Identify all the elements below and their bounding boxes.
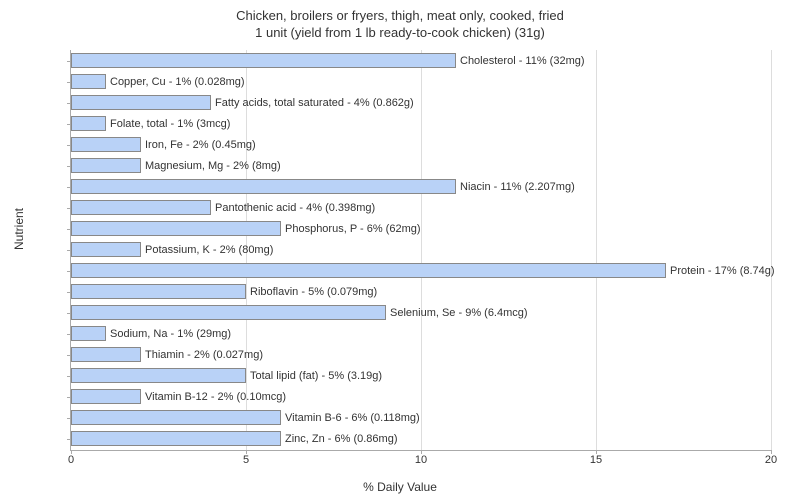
bar-label: Copper, Cu - 1% (0.028mg) — [110, 76, 245, 88]
bar — [71, 410, 281, 425]
y-axis-label: Nutrient — [12, 208, 26, 250]
bar-row: Zinc, Zn - 6% (0.86mg) — [71, 431, 397, 446]
bar-row: Iron, Fe - 2% (0.45mg) — [71, 137, 256, 152]
bar — [71, 53, 456, 68]
bar-row: Sodium, Na - 1% (29mg) — [71, 326, 231, 341]
x-tick-label: 15 — [590, 454, 602, 466]
x-axis-label: % Daily Value — [0, 480, 800, 494]
y-tick-mark — [67, 124, 71, 125]
y-tick-mark — [67, 166, 71, 167]
bar-row: Selenium, Se - 9% (6.4mcg) — [71, 305, 528, 320]
y-tick-mark — [67, 292, 71, 293]
bar — [71, 116, 106, 131]
bar — [71, 74, 106, 89]
y-tick-mark — [67, 418, 71, 419]
bar — [71, 158, 141, 173]
bar-label: Potassium, K - 2% (80mg) — [145, 244, 273, 256]
bar — [71, 305, 386, 320]
y-tick-mark — [67, 145, 71, 146]
bar-label: Iron, Fe - 2% (0.45mg) — [145, 139, 256, 151]
y-tick-mark — [67, 355, 71, 356]
y-tick-mark — [67, 271, 71, 272]
bar-row: Phosphorus, P - 6% (62mg) — [71, 221, 421, 236]
bar-label: Phosphorus, P - 6% (62mg) — [285, 223, 421, 235]
x-tick-label: 0 — [68, 454, 74, 466]
bar — [71, 95, 211, 110]
bar-label: Magnesium, Mg - 2% (8mg) — [145, 160, 281, 172]
bar — [71, 347, 141, 362]
bar-row: Fatty acids, total saturated - 4% (0.862… — [71, 95, 414, 110]
bar-label: Vitamin B-12 - 2% (0.10mcg) — [145, 391, 286, 403]
bar-row: Thiamin - 2% (0.027mg) — [71, 347, 263, 362]
bar-row: Cholesterol - 11% (32mg) — [71, 53, 585, 68]
bar-label: Vitamin B-6 - 6% (0.118mg) — [285, 412, 420, 424]
gridline — [771, 50, 772, 450]
bar-label: Protein - 17% (8.74g) — [670, 265, 775, 277]
bar-label: Riboflavin - 5% (0.079mg) — [250, 286, 377, 298]
bar-row: Total lipid (fat) - 5% (3.19g) — [71, 368, 382, 383]
bar — [71, 221, 281, 236]
bar-label: Thiamin - 2% (0.027mg) — [145, 349, 263, 361]
bar-label: Niacin - 11% (2.207mg) — [460, 181, 575, 193]
x-tick-label: 5 — [243, 454, 249, 466]
y-tick-mark — [67, 82, 71, 83]
bar-label: Total lipid (fat) - 5% (3.19g) — [250, 370, 382, 382]
bar-label: Zinc, Zn - 6% (0.86mg) — [285, 433, 397, 445]
y-tick-mark — [67, 103, 71, 104]
bar-row: Protein - 17% (8.74g) — [71, 263, 775, 278]
bar-row: Vitamin B-6 - 6% (0.118mg) — [71, 410, 420, 425]
bar — [71, 326, 106, 341]
bar-row: Niacin - 11% (2.207mg) — [71, 179, 575, 194]
bar — [71, 368, 246, 383]
bar — [71, 263, 666, 278]
bar — [71, 200, 211, 215]
bar — [71, 179, 456, 194]
bar-label: Pantothenic acid - 4% (0.398mg) — [215, 202, 375, 214]
x-tick-label: 10 — [415, 454, 427, 466]
y-tick-mark — [67, 187, 71, 188]
y-tick-mark — [67, 229, 71, 230]
bar — [71, 389, 141, 404]
bar-label: Fatty acids, total saturated - 4% (0.862… — [215, 97, 414, 109]
y-tick-mark — [67, 61, 71, 62]
bar-label: Cholesterol - 11% (32mg) — [460, 55, 585, 67]
bar-label: Folate, total - 1% (3mcg) — [110, 118, 230, 130]
plot-area: 05101520Cholesterol - 11% (32mg)Copper, … — [70, 50, 771, 451]
x-tick-label: 20 — [765, 454, 777, 466]
y-tick-mark — [67, 250, 71, 251]
chart-container: Chicken, broilers or fryers, thigh, meat… — [0, 0, 800, 500]
bar-row: Folate, total - 1% (3mcg) — [71, 116, 230, 131]
title-line2: 1 unit (yield from 1 lb ready-to-cook ch… — [255, 25, 545, 40]
bar — [71, 242, 141, 257]
bar-label: Sodium, Na - 1% (29mg) — [110, 328, 231, 340]
bar — [71, 137, 141, 152]
bar-row: Pantothenic acid - 4% (0.398mg) — [71, 200, 375, 215]
y-tick-mark — [67, 208, 71, 209]
bar — [71, 431, 281, 446]
title-line1: Chicken, broilers or fryers, thigh, meat… — [236, 8, 564, 23]
bar — [71, 284, 246, 299]
bar-row: Magnesium, Mg - 2% (8mg) — [71, 158, 281, 173]
y-tick-mark — [67, 397, 71, 398]
bar-label: Selenium, Se - 9% (6.4mcg) — [390, 307, 528, 319]
chart-title: Chicken, broilers or fryers, thigh, meat… — [0, 0, 800, 42]
y-tick-mark — [67, 376, 71, 377]
y-tick-mark — [67, 313, 71, 314]
bar-row: Riboflavin - 5% (0.079mg) — [71, 284, 377, 299]
bar-row: Potassium, K - 2% (80mg) — [71, 242, 273, 257]
y-tick-mark — [67, 439, 71, 440]
y-tick-mark — [67, 334, 71, 335]
bar-row: Vitamin B-12 - 2% (0.10mcg) — [71, 389, 286, 404]
gridline — [596, 50, 597, 450]
gridline — [421, 50, 422, 450]
bar-row: Copper, Cu - 1% (0.028mg) — [71, 74, 245, 89]
